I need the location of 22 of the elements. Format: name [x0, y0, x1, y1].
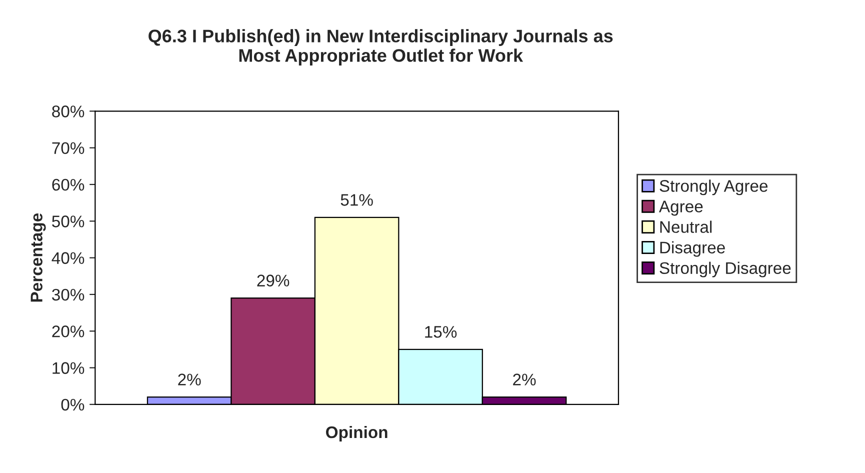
- y-tick-label: 20%: [52, 326, 84, 338]
- y-tick-label: 80%: [52, 106, 84, 118]
- legend-label: Neutral: [660, 220, 712, 233]
- data-label: 15%: [425, 326, 457, 338]
- data-label: 2%: [178, 374, 201, 386]
- y-tick-label: 10%: [52, 362, 84, 374]
- x-axis-title: Opinion: [326, 426, 388, 442]
- data-label: 2%: [513, 374, 536, 386]
- y-tick-label: 50%: [52, 216, 84, 228]
- legend-label: Agree: [658, 200, 703, 216]
- legend-label: Strongly Disagree: [660, 262, 791, 278]
- y-tick-label: 60%: [52, 178, 84, 191]
- legend-label: Strongly Agree: [660, 180, 768, 196]
- legend-label: Disagree: [660, 241, 725, 257]
- y-tick-label: 30%: [52, 288, 84, 301]
- y-tick-label: 40%: [52, 252, 84, 264]
- y-tick-label: 0%: [61, 398, 84, 411]
- data-label: 29%: [257, 274, 290, 286]
- data-label: 51%: [340, 194, 373, 206]
- y-axis-title: Percentage: [30, 213, 46, 302]
- y-tick-label: 70%: [52, 142, 84, 154]
- chart-title: Q6.3 I Publish(ed) in New Interdisciplinary Journals as Most Appropriate Outlet for Work: [148, 29, 613, 66]
